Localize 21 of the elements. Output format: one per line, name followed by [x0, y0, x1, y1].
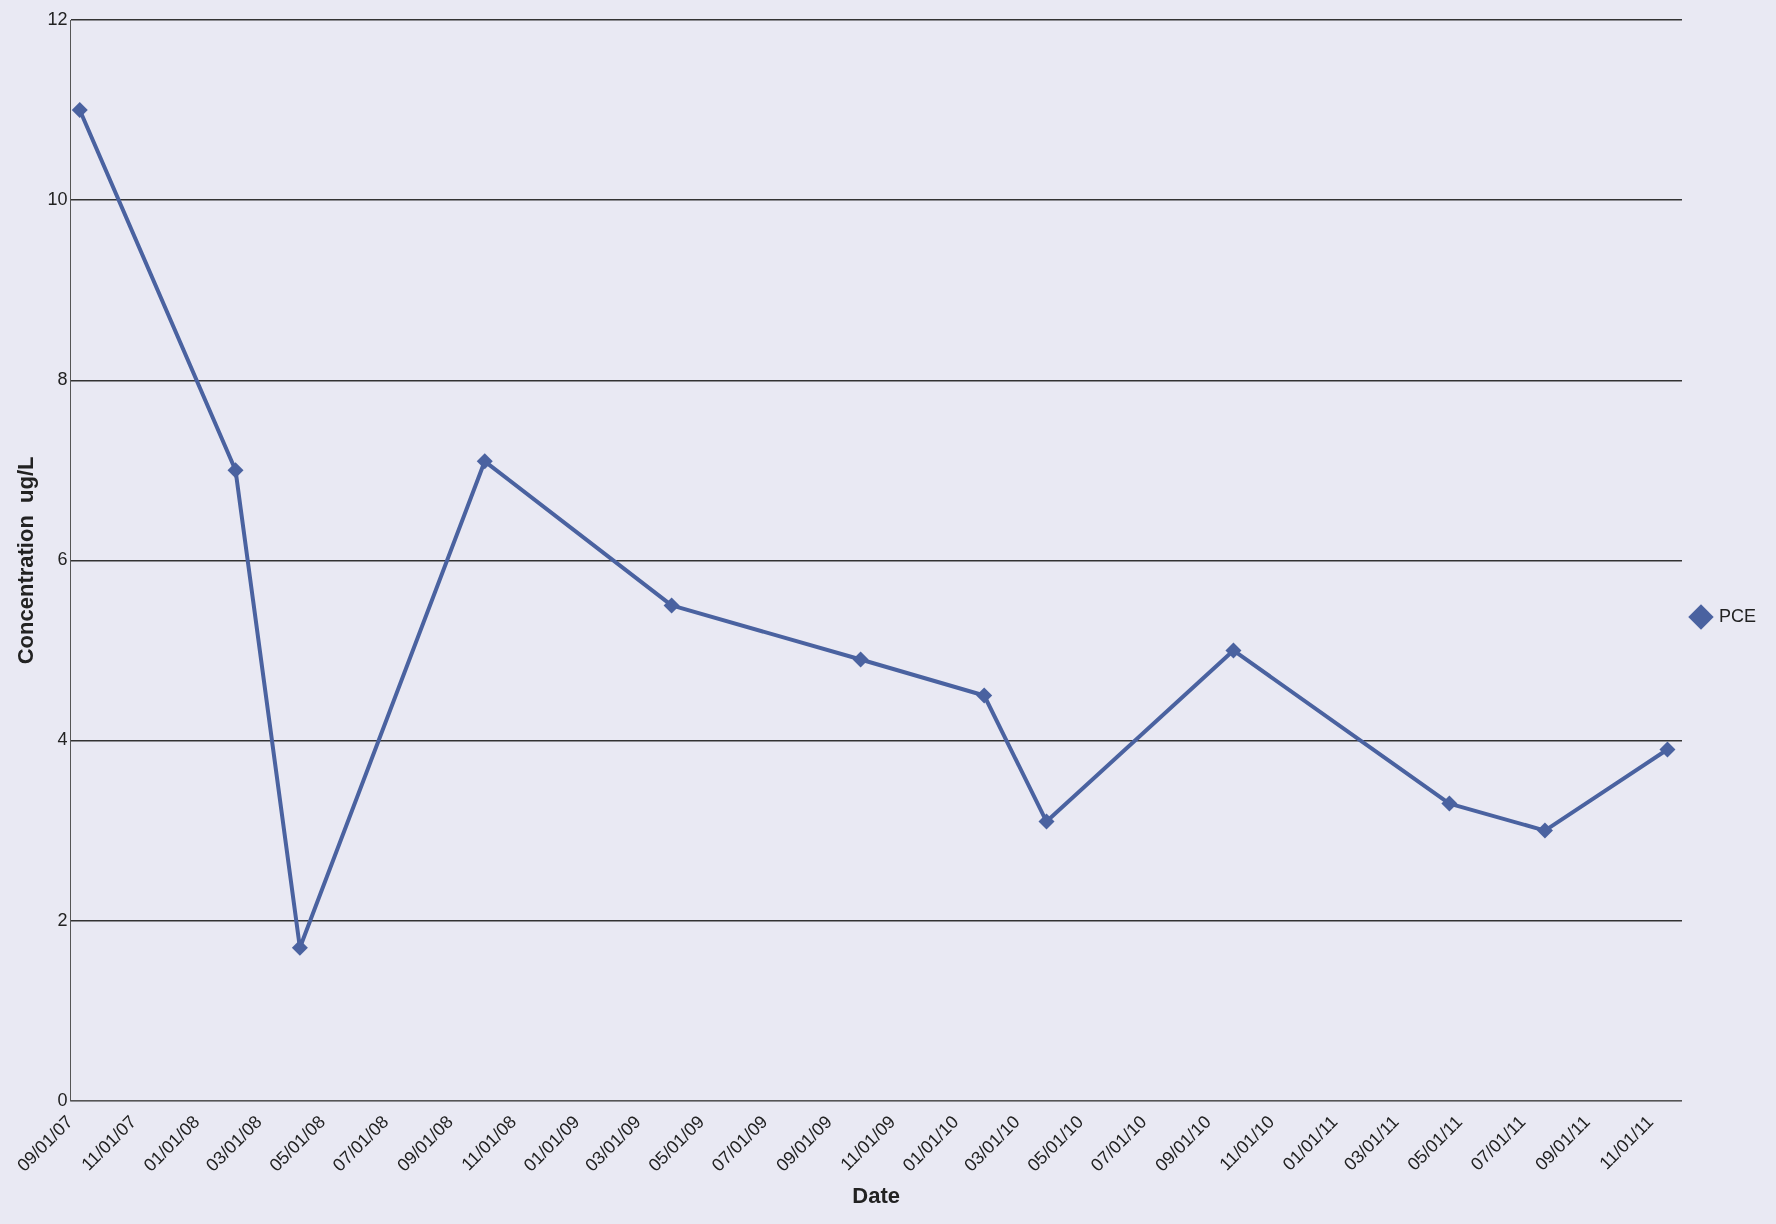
point — [1225, 642, 1242, 659]
y-tick-label: 0 — [57, 1089, 68, 1110]
y-tick-label: 6 — [57, 549, 68, 570]
point — [1441, 795, 1458, 812]
x-axis-title: Date — [852, 1182, 901, 1208]
legend-label: PCE — [1718, 605, 1756, 626]
point — [476, 453, 493, 470]
point — [1038, 813, 1055, 830]
y-tick-label: 10 — [47, 189, 68, 210]
point — [1536, 822, 1553, 839]
point — [227, 462, 244, 479]
point — [852, 651, 869, 668]
point — [71, 102, 88, 119]
y-axis-title: Concentration ug/L — [13, 456, 39, 665]
point — [1659, 741, 1676, 758]
y-tick-label: 4 — [57, 729, 68, 750]
y-tick-label: 8 — [57, 369, 68, 390]
point — [663, 597, 680, 614]
y-tick-label: 12 — [47, 8, 68, 29]
point — [976, 687, 993, 704]
y-tick-label: 2 — [57, 909, 68, 930]
